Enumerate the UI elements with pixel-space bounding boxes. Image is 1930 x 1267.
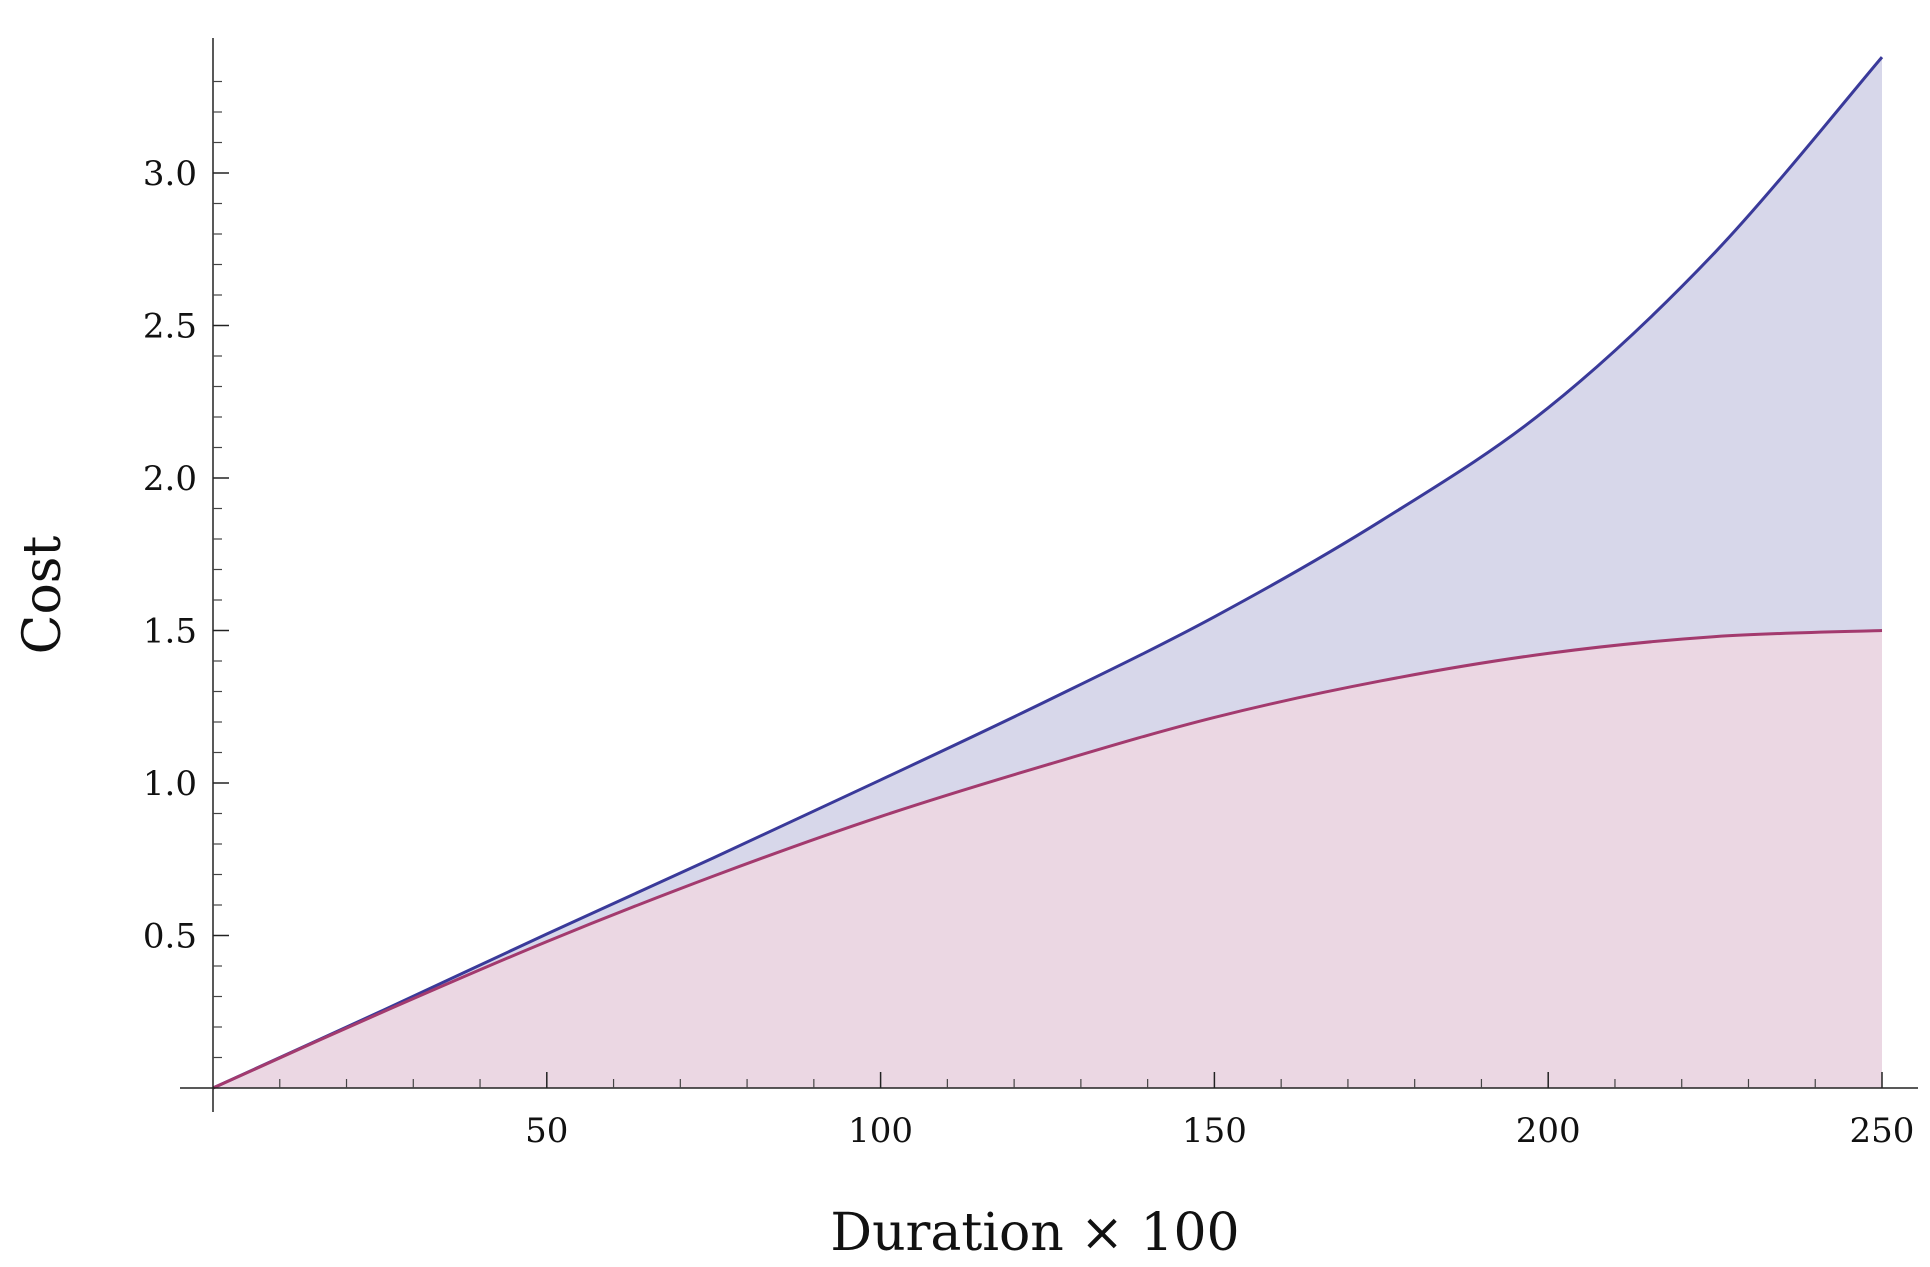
x-tick-label: 150 [1182,1111,1247,1151]
axes [180,38,1918,1112]
series-lines [212,56,1884,1090]
x-tick-label: 200 [1516,1111,1581,1151]
tick-labels: 50 100 150 200 250 0.5 1.0 1.5 2.0 2.5 3.0 [143,154,1915,1151]
x-tick-label: 250 [1850,1111,1915,1151]
y-tick-label: 0.5 [143,917,197,957]
area-fills [213,57,1882,1089]
y-tick-label: 1.0 [143,764,197,804]
series-2-area [213,630,1882,1088]
x-axis-label: Duration × 100 [830,1203,1239,1263]
y-tick-label: 1.5 [143,612,197,652]
y-tick-label: 2.0 [143,459,197,499]
x-tick-label: 100 [848,1111,913,1151]
series-2-line [212,629,1883,1090]
x-tick-label: 50 [525,1111,568,1151]
y-tick-label: 3.0 [143,154,197,194]
series-1-line [212,56,1884,1090]
y-axis-label: Cost [13,536,73,655]
y-tick-label: 2.5 [143,307,197,347]
